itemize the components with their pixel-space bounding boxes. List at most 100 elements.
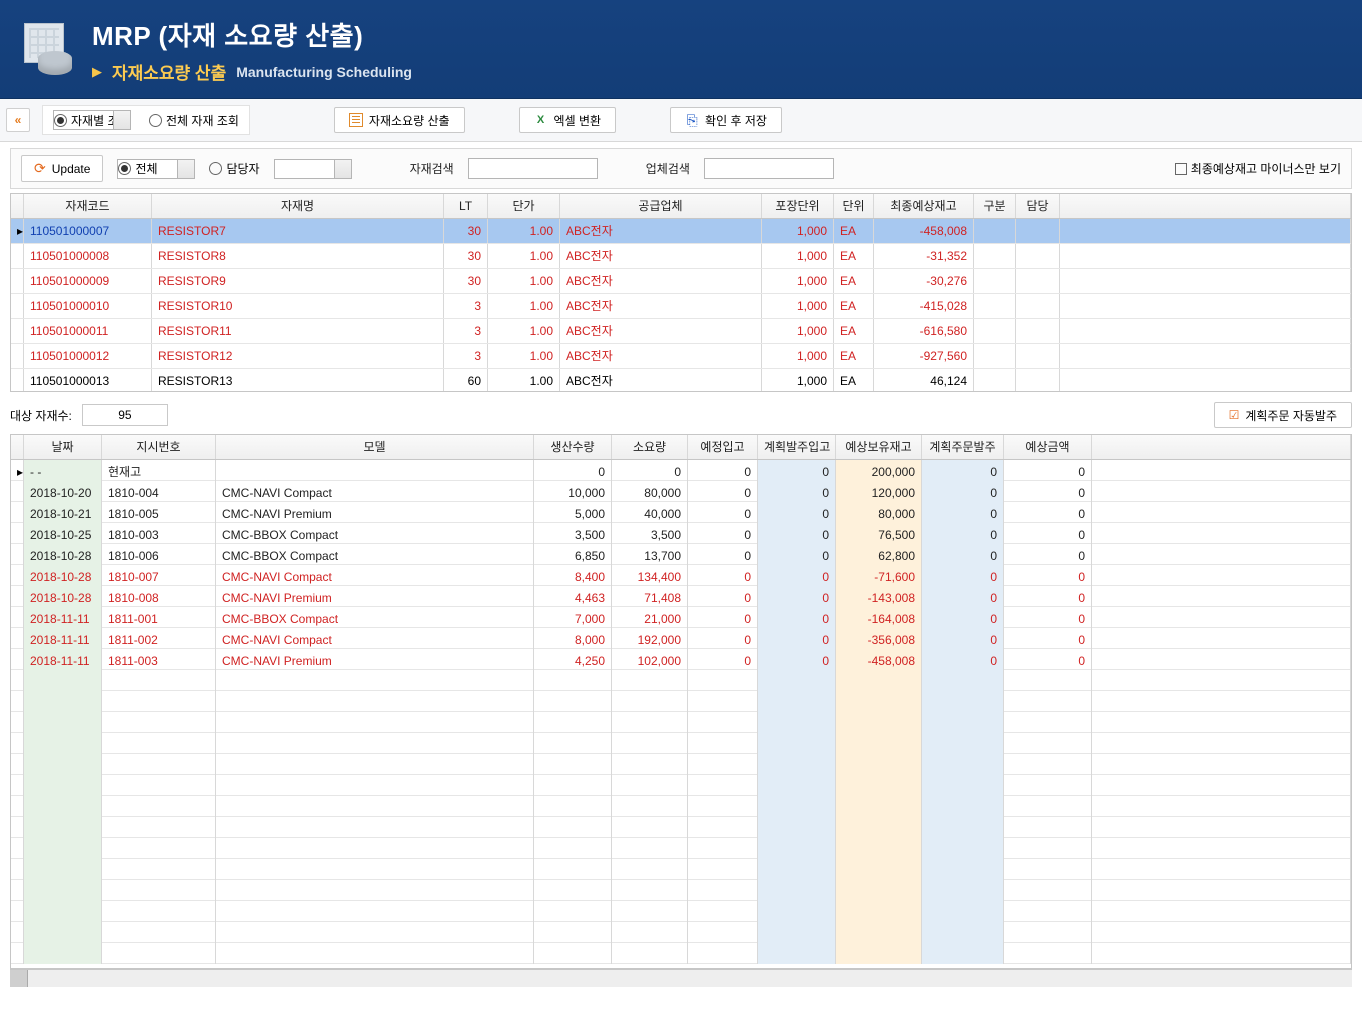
col-date[interactable]: 날짜 bbox=[24, 435, 102, 459]
table-row[interactable]: 110501000011RESISTOR1131.00ABC전자1,000EA-… bbox=[11, 319, 1351, 344]
cell-owner bbox=[1016, 344, 1060, 368]
cell-expected-in: 0 bbox=[688, 586, 758, 607]
table-row[interactable]: 110501000012RESISTOR1231.00ABC전자1,000EA-… bbox=[11, 344, 1351, 369]
radio-all-items-label: 전체 자재 조회 bbox=[166, 112, 239, 129]
radio-specific-owner[interactable]: 담당자 bbox=[209, 160, 259, 177]
cell-unit: EA bbox=[834, 269, 874, 293]
table-row[interactable]: 110501000008RESISTOR8301.00ABC전자1,000EA-… bbox=[11, 244, 1351, 269]
cell-lt: 3 bbox=[444, 344, 488, 368]
negative-only-checkbox[interactable]: 최종예상재고 마이너스만 보기 bbox=[1175, 160, 1341, 177]
save-icon: ⎘ bbox=[685, 113, 699, 127]
col-owner[interactable]: 담당 bbox=[1016, 194, 1060, 218]
cell-expected-stock: 120,000 bbox=[836, 481, 922, 502]
col-instruction[interactable]: 지시번호 bbox=[102, 435, 216, 459]
cell-instruction: 1810-008 bbox=[102, 586, 216, 607]
target-count-value: 95 bbox=[82, 404, 168, 426]
cell-class bbox=[974, 369, 1016, 391]
cell-planned-order-in: 0 bbox=[758, 523, 836, 544]
col-final-stock[interactable]: 최종예상재고 bbox=[874, 194, 974, 218]
table-row[interactable]: ▸110501000007RESISTOR7301.00ABC전자1,000EA… bbox=[11, 219, 1351, 244]
col-lt[interactable]: LT bbox=[444, 194, 488, 218]
export-excel-button[interactable]: X엑셀 변환 bbox=[519, 107, 617, 133]
radio-by-item[interactable]: 자재별 조회 bbox=[53, 110, 131, 130]
table-row[interactable]: 2018-10-211810-005CMC-NAVI Premium5,0004… bbox=[11, 502, 1351, 523]
vendor-search-input[interactable] bbox=[704, 158, 834, 179]
col-planned-order-in[interactable]: 계획발주입고 bbox=[758, 435, 836, 459]
table-row[interactable]: 2018-11-111811-002CMC-NAVI Compact8,0001… bbox=[11, 628, 1351, 649]
auto-planned-order-button[interactable]: ☑계획주문 자동발주 bbox=[1214, 402, 1352, 428]
cell-owner bbox=[1016, 269, 1060, 293]
cell-expected-stock: 62,800 bbox=[836, 544, 922, 565]
horizontal-scrollbar[interactable] bbox=[10, 969, 1352, 987]
collapse-panel-button[interactable]: « bbox=[6, 108, 30, 132]
table-row[interactable]: 2018-10-251810-003CMC-BBOX Compact3,5003… bbox=[11, 523, 1351, 544]
cell-supplier: ABC전자 bbox=[560, 269, 762, 293]
cell-expected-amount: 0 bbox=[1004, 523, 1092, 544]
cell-name: RESISTOR10 bbox=[152, 294, 444, 318]
cell-required: 0 bbox=[612, 460, 688, 481]
cell-expected-amount: 0 bbox=[1004, 460, 1092, 481]
col-code[interactable]: 자재코드 bbox=[24, 194, 152, 218]
table-row[interactable]: 2018-10-281810-007CMC-NAVI Compact8,4001… bbox=[11, 565, 1351, 586]
col-expected-stock[interactable]: 예상보유재고 bbox=[836, 435, 922, 459]
table-row[interactable]: 110501000009RESISTOR9301.00ABC전자1,000EA-… bbox=[11, 269, 1351, 294]
target-count-label: 대상 자재수: bbox=[10, 407, 72, 424]
cell-expected-in: 0 bbox=[688, 460, 758, 481]
radio-all-owners[interactable]: 전체 bbox=[117, 159, 195, 179]
table-row[interactable]: 2018-10-281810-006CMC-BBOX Compact6,8501… bbox=[11, 544, 1351, 565]
cell-expected-stock: -356,008 bbox=[836, 628, 922, 649]
cell-owner bbox=[1016, 294, 1060, 318]
cell-instruction: 1810-006 bbox=[102, 544, 216, 565]
cell-class bbox=[974, 269, 1016, 293]
col-model[interactable]: 모델 bbox=[216, 435, 534, 459]
col-unit[interactable]: 단위 bbox=[834, 194, 874, 218]
col-required[interactable]: 소요량 bbox=[612, 435, 688, 459]
update-button[interactable]: ⟳Update bbox=[21, 155, 103, 182]
table-row[interactable]: ▸- -현재고0000200,00000 bbox=[11, 460, 1351, 481]
confirm-save-button[interactable]: ⎘확인 후 저장 bbox=[670, 107, 782, 133]
cell-name: RESISTOR9 bbox=[152, 269, 444, 293]
breadcrumb-arrow-icon: ▶ bbox=[92, 64, 102, 80]
col-class[interactable]: 구분 bbox=[974, 194, 1016, 218]
radio-all-owners-label: 전체 bbox=[135, 160, 157, 177]
cell-expected-in: 0 bbox=[688, 481, 758, 502]
item-search-input[interactable] bbox=[468, 158, 598, 179]
cell-planned-order-in: 0 bbox=[758, 544, 836, 565]
refresh-icon: ⟳ bbox=[34, 160, 46, 177]
col-name[interactable]: 자재명 bbox=[152, 194, 444, 218]
col-prod-qty[interactable]: 생산수량 bbox=[534, 435, 612, 459]
cell-name: RESISTOR7 bbox=[152, 219, 444, 243]
item-search-label: 자재검색 bbox=[410, 160, 454, 177]
schedule-grid-header: 날짜 지시번호 모델 생산수량 소요량 예정입고 계획발주입고 예상보유재고 계… bbox=[11, 435, 1351, 460]
cell-planned-order: 0 bbox=[922, 460, 1004, 481]
cell-required: 71,408 bbox=[612, 586, 688, 607]
col-pkg[interactable]: 포장단위 bbox=[762, 194, 834, 218]
cell-expected-stock: -164,008 bbox=[836, 607, 922, 628]
col-price[interactable]: 단가 bbox=[488, 194, 560, 218]
cell-price: 1.00 bbox=[488, 294, 560, 318]
owner-select[interactable] bbox=[274, 159, 352, 179]
table-row[interactable]: 2018-11-111811-001CMC-BBOX Compact7,0002… bbox=[11, 607, 1351, 628]
col-expected-amount[interactable]: 예상금액 bbox=[1004, 435, 1092, 459]
cell-class bbox=[974, 294, 1016, 318]
table-row[interactable]: 110501000010RESISTOR1031.00ABC전자1,000EA-… bbox=[11, 294, 1351, 319]
col-expected-in[interactable]: 예정입고 bbox=[688, 435, 758, 459]
cell-final-stock: -30,276 bbox=[874, 269, 974, 293]
table-row[interactable]: 2018-10-281810-008CMC-NAVI Premium4,4637… bbox=[11, 586, 1351, 607]
cell-expected-in: 0 bbox=[688, 607, 758, 628]
col-supplier[interactable]: 공급업체 bbox=[560, 194, 762, 218]
cell-expected-amount: 0 bbox=[1004, 502, 1092, 523]
cell-prod-qty: 10,000 bbox=[534, 481, 612, 502]
cell-price: 1.00 bbox=[488, 344, 560, 368]
cell-planned-order: 0 bbox=[922, 649, 1004, 670]
radio-all-items[interactable]: 전체 자재 조회 bbox=[149, 112, 239, 129]
cell-expected-in: 0 bbox=[688, 649, 758, 670]
cell-planned-order: 0 bbox=[922, 586, 1004, 607]
calc-requirements-button[interactable]: 자재소요량 산출 bbox=[334, 107, 465, 133]
table-row[interactable]: 110501000013RESISTOR13601.00ABC전자1,000EA… bbox=[11, 369, 1351, 391]
table-row[interactable]: 2018-10-201810-004CMC-NAVI Compact10,000… bbox=[11, 481, 1351, 502]
table-row[interactable]: 2018-11-111811-003CMC-NAVI Premium4,2501… bbox=[11, 649, 1351, 670]
filter-toolbar: ⟳Update 전체 담당자 자재검색 업체검색 최종예상재고 마이너스만 보기 bbox=[10, 148, 1352, 189]
cell-date: 2018-10-28 bbox=[24, 586, 102, 607]
col-planned-order[interactable]: 계획주문발주 bbox=[922, 435, 1004, 459]
